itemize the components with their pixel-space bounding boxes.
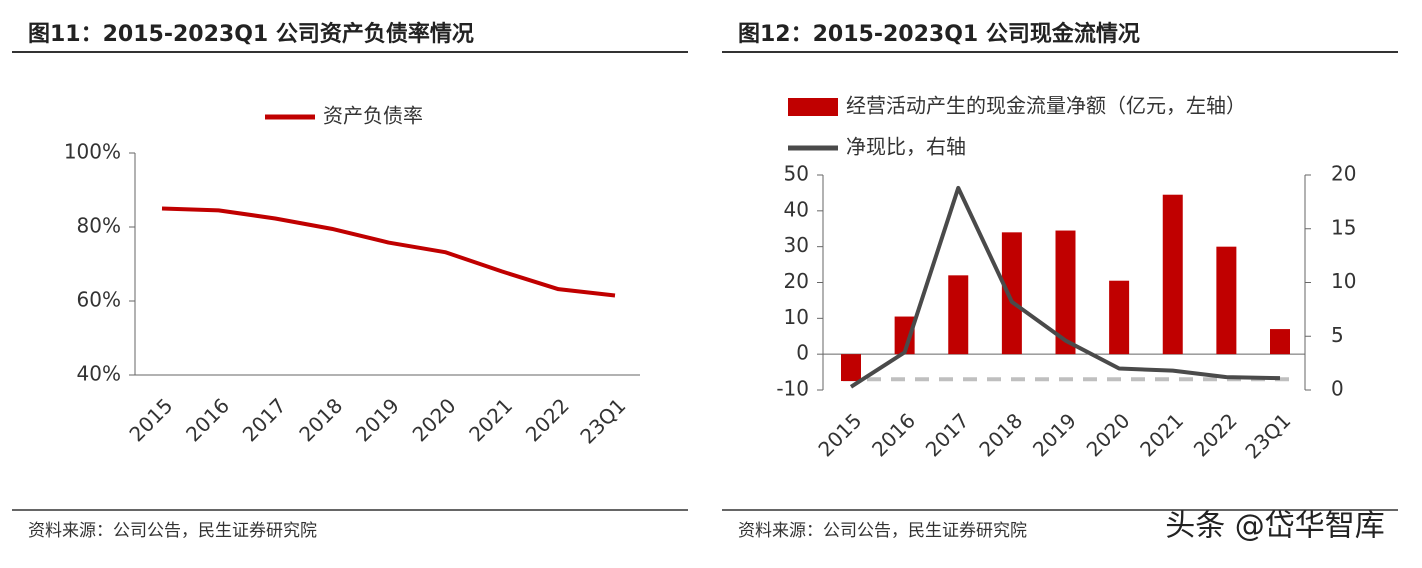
chart-title: 图11：2015-2023Q1 公司资产负债率情况 <box>28 21 474 47</box>
watermark: 头条 @岱华智库 <box>1165 509 1385 544</box>
line <box>849 185 1281 389</box>
y2-tick-label: 15 <box>1331 215 1356 239</box>
bar <box>894 316 915 355</box>
y2-tick-label: 20 <box>1331 162 1356 186</box>
y-tick-label: 40% <box>77 362 121 386</box>
x-tick-label: 2020 <box>408 393 461 446</box>
x-tick-label: 2020 <box>1082 408 1135 461</box>
bar <box>841 354 861 382</box>
chart-title: 图12：2015-2023Q1 公司现金流情况 <box>738 21 1140 47</box>
y-tick-label: 0 <box>796 341 809 365</box>
x-tick-label: 2019 <box>351 393 404 446</box>
x-tick-label: 2016 <box>867 408 920 461</box>
y-tick-label: -10 <box>776 377 809 401</box>
x-tick-label: 2015 <box>813 408 866 461</box>
y-tick-label: 10 <box>784 305 809 329</box>
bar <box>1055 230 1076 355</box>
legend-label: 净现比，右轴 <box>846 135 966 159</box>
x-tick-label: 2022 <box>1189 408 1242 461</box>
x-tick-label: 2021 <box>1135 408 1188 461</box>
bar <box>1270 329 1290 355</box>
legend-label: 资产负债率 <box>323 104 423 128</box>
bar <box>1001 232 1022 355</box>
legend-label: 经营活动产生的现金流量净额（亿元，左轴） <box>846 94 1246 118</box>
y-tick-label: 60% <box>77 288 121 312</box>
bar <box>1109 280 1130 355</box>
source: 资料来源：公司公告，民生证券研究院 <box>28 521 317 541</box>
legend-swatch <box>788 98 838 116</box>
x-tick-label: 2018 <box>974 408 1027 461</box>
line <box>161 206 616 298</box>
y2-tick-label: 10 <box>1331 269 1356 293</box>
y-tick-label: 50 <box>784 162 809 186</box>
y2-tick-label: 5 <box>1331 323 1344 347</box>
y-tick-label: 30 <box>784 233 809 257</box>
bar <box>1216 246 1237 355</box>
y-tick-label: 80% <box>77 214 121 238</box>
source: 资料来源：公司公告，民生证券研究院 <box>738 521 1027 541</box>
y-tick-label: 20 <box>784 269 809 293</box>
x-tick-label: 23Q1 <box>575 393 630 448</box>
y-tick-label: 40 <box>784 197 809 221</box>
x-tick-label: 2019 <box>1028 408 1081 461</box>
y-tick-label: 100% <box>64 140 121 164</box>
y2-tick-label: 0 <box>1331 377 1344 401</box>
x-tick-label: 2017 <box>238 393 291 446</box>
bar <box>1162 194 1183 355</box>
x-tick-label: 2017 <box>921 408 974 461</box>
x-tick-label: 2022 <box>521 393 574 446</box>
x-tick-label: 2018 <box>294 393 347 446</box>
x-tick-label: 23Q1 <box>1240 408 1295 463</box>
x-tick-label: 2015 <box>124 393 177 446</box>
bar <box>948 275 969 355</box>
x-tick-label: 2016 <box>181 393 234 446</box>
x-tick-label: 2021 <box>464 393 517 446</box>
